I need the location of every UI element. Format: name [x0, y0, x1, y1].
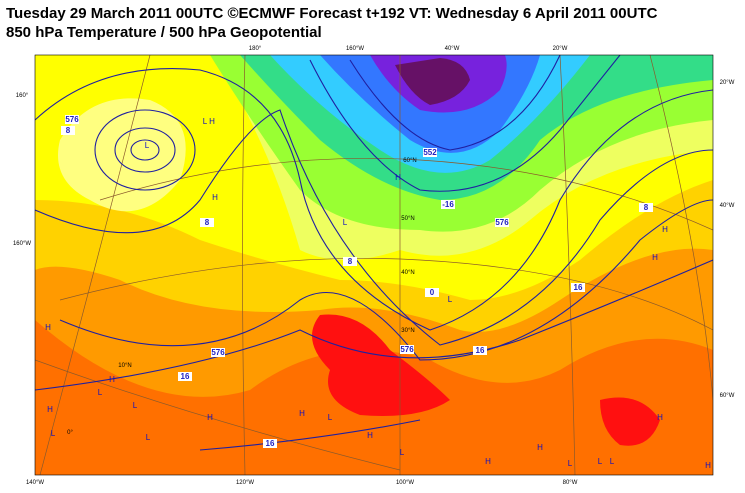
- contour-label-bg: [263, 439, 277, 448]
- pressure-center: L: [400, 448, 405, 457]
- grid-label: 60°W: [720, 393, 735, 399]
- contour-label-bg: [61, 126, 75, 135]
- grid-label: 0°: [67, 430, 73, 436]
- contour-label-bg: [639, 203, 653, 212]
- contour-label: 16: [181, 372, 190, 381]
- contour-label: 576: [495, 218, 509, 227]
- pressure-center: H: [395, 173, 401, 182]
- contour-label-bg: [423, 148, 437, 157]
- grid-label: 60°N: [403, 158, 416, 164]
- pressure-center: L: [203, 117, 208, 126]
- contour-label-bg: [441, 200, 455, 209]
- contour-label-bg: [211, 348, 225, 357]
- pressure-center: H: [45, 323, 51, 332]
- pressure-center: L: [328, 413, 333, 422]
- grid-label: 40°W: [445, 46, 460, 52]
- labels: 180° 160°W 40°W 20°W160°160°W20°W40°W60°W14…: [13, 46, 735, 486]
- pressure-center: H: [212, 193, 218, 202]
- contour-label-bg: [425, 288, 439, 297]
- contour-label: 576: [211, 348, 225, 357]
- contour-label-bg: [400, 345, 414, 354]
- pressure-center: H: [209, 117, 215, 126]
- grid-label: 40°N: [401, 270, 414, 276]
- pressure-center: H: [652, 253, 658, 262]
- grid-label: 160°W: [346, 46, 364, 52]
- pressure-center: L: [98, 388, 103, 397]
- pressure-center: H: [662, 225, 668, 234]
- subtitle: 850 hPa Temperature / 500 hPa Geopotenti…: [6, 24, 322, 41]
- contour-label: 16: [266, 439, 275, 448]
- pressure-center: L: [448, 295, 453, 304]
- pressure-center: L: [51, 429, 56, 438]
- pressure-center: L: [568, 459, 573, 468]
- contour-label: 8: [205, 218, 210, 227]
- map: [35, 55, 713, 475]
- grid-label: 40°W: [720, 203, 735, 209]
- contour-label: 8: [644, 203, 649, 212]
- pressure-center: H: [207, 413, 213, 422]
- contour-label-bg: [65, 115, 79, 124]
- contour-label: 16: [476, 346, 485, 355]
- grid-label: 20°W: [720, 80, 735, 86]
- grid-label: 160°W: [13, 241, 31, 247]
- contour-label: 8: [348, 257, 353, 266]
- contour-label-bg: [200, 218, 214, 227]
- pressure-center: H: [537, 443, 543, 452]
- contour-label-bg: [571, 283, 585, 292]
- title: Tuesday 29 March 2011 00UTC ©ECMWF Forec…: [6, 5, 658, 22]
- pressure-center: L: [343, 218, 348, 227]
- pressure-center: H: [367, 431, 373, 440]
- grid-label: 140°W: [26, 480, 44, 486]
- contour-label: -16: [442, 200, 454, 209]
- pressure-center: H: [299, 409, 305, 418]
- grid-label: 120°W: [236, 480, 254, 486]
- pressure-center: H: [705, 461, 711, 470]
- pressure-center: H: [47, 405, 53, 414]
- grid-label: 30°N: [401, 328, 414, 334]
- grid-label: 50°N: [401, 216, 414, 222]
- grid-label: 80°W: [563, 480, 578, 486]
- pressure-center: L: [610, 457, 615, 466]
- contour-label: 552: [423, 148, 437, 157]
- pressure-center: L: [133, 401, 138, 410]
- contour-label-bg: [343, 257, 357, 266]
- contour-label-bg: [495, 218, 509, 227]
- grid-label: 100°W: [396, 480, 414, 486]
- contour-label: 16: [574, 283, 583, 292]
- pressure-center: L: [598, 457, 603, 466]
- grid-label: 10°N: [118, 363, 131, 369]
- grid-label: 160°: [16, 93, 29, 99]
- grid-label: 180°: [249, 46, 262, 52]
- contour-label: 576: [400, 345, 414, 354]
- pressure-center: H: [485, 457, 491, 466]
- contour-label: 8: [66, 126, 71, 135]
- pressure-center: H: [109, 375, 115, 384]
- contour-label-bg: [178, 372, 192, 381]
- contour-label: 0: [430, 288, 435, 297]
- pressure-center: L: [146, 433, 151, 442]
- contour-label-bg: [473, 346, 487, 355]
- grid-label: 20°W: [553, 46, 568, 52]
- pressure-center: L: [145, 141, 150, 150]
- contour-label: 576: [65, 115, 79, 124]
- pressure-center: H: [657, 413, 663, 422]
- map-frame: [34, 54, 714, 476]
